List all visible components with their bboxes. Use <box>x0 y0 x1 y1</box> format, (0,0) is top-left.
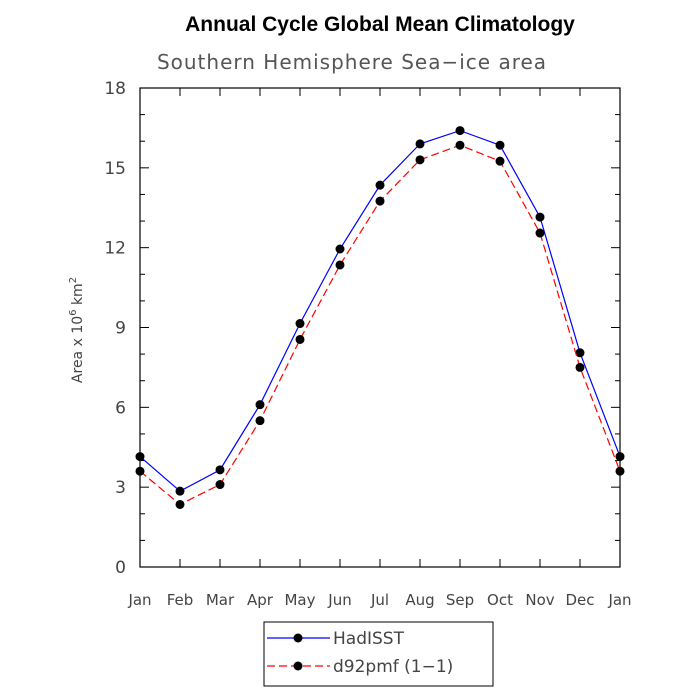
chart-subtitle: Southern Hemisphere Sea−ice area <box>157 50 547 74</box>
x-tick-label: Jul <box>370 591 389 609</box>
series-0-point <box>215 465 225 475</box>
y-axis-label-prefix: Area x 10 <box>70 316 86 383</box>
series-1-point <box>135 466 145 476</box>
y-tick-label: 12 <box>104 239 126 259</box>
y-axis-label: Area x 106 km2 <box>68 277 86 383</box>
legend-marker-1 <box>293 661 303 671</box>
x-tick-label: Aug <box>405 591 434 609</box>
series-0-point <box>575 348 585 358</box>
y-tick-labels: 0 3 6 9 12 15 18 <box>104 79 126 578</box>
series-1-point <box>295 334 305 344</box>
x-tick-label: Jan <box>127 591 151 609</box>
x-tick-label: Nov <box>525 591 554 609</box>
legend: HadISST d92pmf (1−1) <box>263 621 494 687</box>
legend-label-1: d92pmf (1−1) <box>333 657 453 677</box>
series-1-point <box>375 196 385 206</box>
series-1-point <box>455 140 465 150</box>
series-0-point <box>455 126 465 136</box>
axes <box>139 87 621 568</box>
series-1-point <box>215 480 225 490</box>
series-0-point <box>335 244 345 254</box>
series-1-point <box>495 156 505 166</box>
x-tick-label: May <box>284 591 315 609</box>
x-tick-label: Mar <box>206 591 235 609</box>
series-0-point <box>535 212 545 222</box>
y-tick-label: 18 <box>104 79 126 99</box>
series-0-point <box>415 139 425 149</box>
series-1-point <box>615 466 625 476</box>
series-1-point <box>255 416 265 426</box>
x-tick-label: Jan <box>607 591 631 609</box>
x-tick-label: Sep <box>446 591 474 609</box>
series-1-point <box>535 228 545 238</box>
legend-label-0: HadISST <box>333 629 405 649</box>
legend-box <box>263 621 494 687</box>
x-tick-label: Oct <box>487 591 513 609</box>
y-tick-label: 9 <box>115 319 126 339</box>
x-tick-labels: Jan Feb Mar Apr May Jun Jul Aug Sep Oct Nov Dec Jan <box>127 591 631 609</box>
x-tick-label: Feb <box>167 591 194 609</box>
series-1-point <box>175 499 185 509</box>
y-axis-label-exponent: 6 <box>68 309 79 315</box>
series-0-point <box>295 319 305 329</box>
plot-frame <box>139 87 621 568</box>
legend-marker-0 <box>293 633 303 643</box>
series-0-point <box>135 452 145 462</box>
x-tick-label: Dec <box>565 591 594 609</box>
series-0-point <box>615 452 625 462</box>
x-tick-label: Apr <box>247 591 274 609</box>
y-tick-label: 0 <box>115 558 126 578</box>
series-0-point <box>375 180 385 190</box>
y-tick-label: 3 <box>115 478 126 498</box>
series-group <box>135 126 625 509</box>
series-0-point <box>495 140 505 150</box>
series-1-point <box>575 362 585 372</box>
series-1-point <box>415 155 425 165</box>
y-axis-label-unit-exponent: 2 <box>68 277 79 283</box>
x-tick-label: Jun <box>327 591 351 609</box>
y-tick-label: 6 <box>115 398 126 418</box>
chart-title: Annual Cycle Global Mean Climatology <box>185 13 575 36</box>
y-tick-label: 15 <box>104 159 126 179</box>
series-0-point <box>255 400 265 410</box>
y-axis-label-unit: km <box>70 283 86 309</box>
series-0-point <box>175 486 185 496</box>
series-1-point <box>335 260 345 270</box>
